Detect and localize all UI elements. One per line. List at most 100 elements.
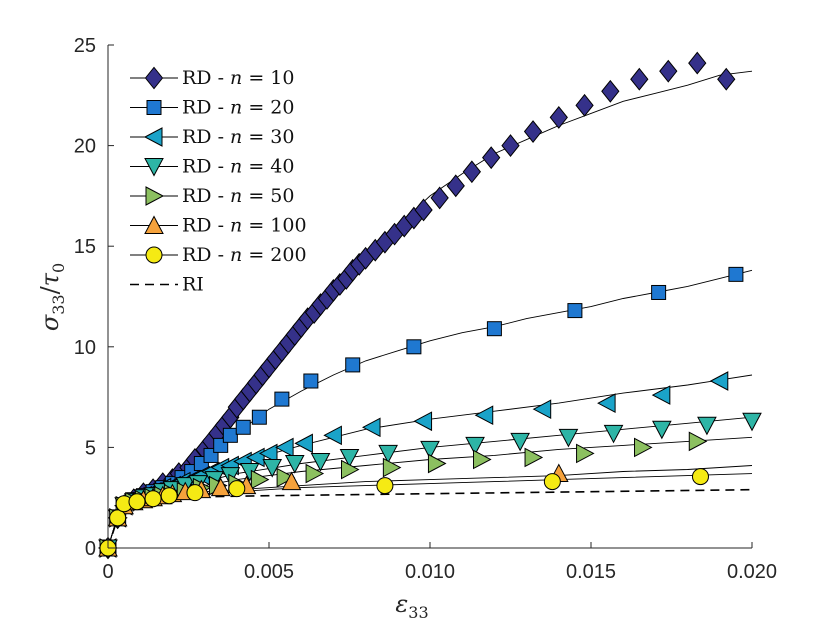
legend-marker-5	[144, 215, 164, 234]
series-6-point-5	[160, 487, 178, 505]
legend-marker-0	[144, 66, 164, 90]
series-0-point-55	[717, 67, 736, 91]
series-0-point-51	[601, 79, 620, 103]
x-tick-label-3: 0.015	[566, 561, 616, 583]
series-3-point-19	[465, 436, 485, 456]
y-tick-label-0: 0	[85, 538, 96, 560]
series-0-point-48	[523, 120, 543, 143]
series-1-point-16	[274, 391, 290, 407]
series-2-point-19	[323, 425, 342, 446]
series-3-point-18	[420, 440, 440, 460]
x-tick-label-1: 0.005	[244, 561, 294, 583]
x-axis-label: ε33	[395, 590, 428, 622]
series-0-point-49	[549, 106, 568, 129]
series-5-point-12	[281, 471, 302, 491]
series-0-point-45	[462, 160, 482, 184]
y-tick-label-2: 10	[74, 337, 96, 359]
series-4-point-13	[276, 467, 296, 488]
y-tick-label-4: 20	[74, 136, 96, 158]
series-2-point-18	[294, 433, 313, 454]
series-3-point-16	[339, 448, 360, 468]
series-1-point-21	[567, 303, 583, 319]
series-3-point-14	[284, 454, 305, 474]
series-6-point-8	[376, 477, 394, 495]
series-3-point-20	[510, 432, 530, 452]
series-2-point-26	[709, 371, 729, 391]
x-tick-label-4: 0.020	[727, 561, 777, 583]
series-markers	[97, 51, 762, 560]
y-tick-label-1: 5	[85, 437, 96, 459]
axes	[107, 44, 753, 549]
series-5-point-10	[210, 477, 231, 497]
series-2-point-20	[361, 417, 381, 438]
legend-label-2: RD - n = 30	[182, 126, 294, 148]
series-3-point-22	[603, 424, 624, 444]
series-1-point-13	[222, 427, 238, 443]
series-2-point-23	[532, 399, 552, 420]
series-1-point-15	[251, 409, 267, 425]
series-2-point-22	[474, 405, 494, 426]
legend-label-5: RD - n = 100	[182, 215, 307, 237]
series-6-point-10	[691, 468, 709, 486]
legend-label-1: RD - n = 20	[182, 97, 294, 119]
series-3-point-17	[378, 444, 398, 464]
series-1-point-17	[303, 373, 319, 389]
series-1-point-20	[486, 321, 502, 337]
series-0-point-42	[414, 198, 433, 222]
series-6-point-9	[543, 473, 561, 491]
series-0-point-52	[630, 67, 649, 91]
series-1-point-14	[235, 419, 251, 435]
series-6-point-7	[228, 480, 246, 498]
x-tick-label-2: 0.010	[405, 561, 455, 583]
legend-label-6: RD - n = 200	[182, 244, 307, 266]
legend-label-3: RD - n = 40	[182, 156, 294, 178]
legend: RD - n = 10 RD - n = 20 RD - n = 30 RD - n …	[130, 66, 307, 296]
legend-marker-6	[145, 246, 163, 264]
series-4-point-19	[524, 447, 544, 468]
legend-label-4: RD - n = 50	[182, 185, 294, 207]
series-2-point-16	[258, 443, 278, 464]
series-6-point-3	[128, 493, 146, 511]
y-tick-label-5: 25	[74, 35, 96, 57]
series-3-point-25	[742, 412, 762, 432]
legend-label-0: RD - n = 10	[182, 67, 294, 89]
series-0-point-44	[446, 174, 465, 198]
series-4-point-21	[634, 437, 653, 458]
series-3-point-21	[558, 428, 579, 448]
series-2-point-24	[597, 393, 616, 413]
legend-marker-4	[145, 186, 165, 206]
legend-marker-3	[144, 158, 164, 177]
series-4-point-22	[688, 431, 708, 452]
y-axis-label: σ33/τ0	[36, 263, 68, 331]
series-4-point-16	[382, 457, 402, 478]
series-2-point-17	[275, 437, 294, 458]
series-4-point-15	[341, 459, 360, 480]
series-3-point-15	[310, 452, 331, 472]
series-6-point-6	[186, 484, 204, 502]
series-0-point-43	[430, 186, 449, 210]
series-4-point-12	[250, 469, 270, 490]
series-6-point-1	[109, 509, 127, 527]
series-4-point-17	[427, 453, 447, 474]
series-1-point-22	[651, 284, 667, 300]
legend-marker-2	[143, 127, 163, 147]
series-4-point-18	[473, 449, 492, 470]
series-1-point-19	[406, 339, 422, 355]
series-0-point-53	[659, 59, 678, 83]
series-0-point-50	[575, 93, 594, 117]
tick-labels: 0 0.005 0.010 0.015 0.020 0 5 10 15 20 25	[74, 35, 777, 583]
series-line-1	[107, 269, 753, 549]
series-3-point-23	[652, 420, 672, 440]
series-4-point-14	[305, 463, 325, 484]
y-tick-label-3: 15	[74, 236, 96, 258]
series-1-point-18	[345, 357, 361, 373]
series-3-point-24	[697, 416, 717, 436]
x-tick-label-0: 0	[102, 561, 113, 583]
series-6-point-4	[144, 490, 162, 508]
legend-label-7: RI	[182, 274, 204, 296]
legend-marker-1	[146, 100, 162, 115]
series-line-7	[107, 488, 753, 549]
series-1-point-23	[728, 266, 744, 282]
series-0-point-47	[501, 134, 520, 158]
